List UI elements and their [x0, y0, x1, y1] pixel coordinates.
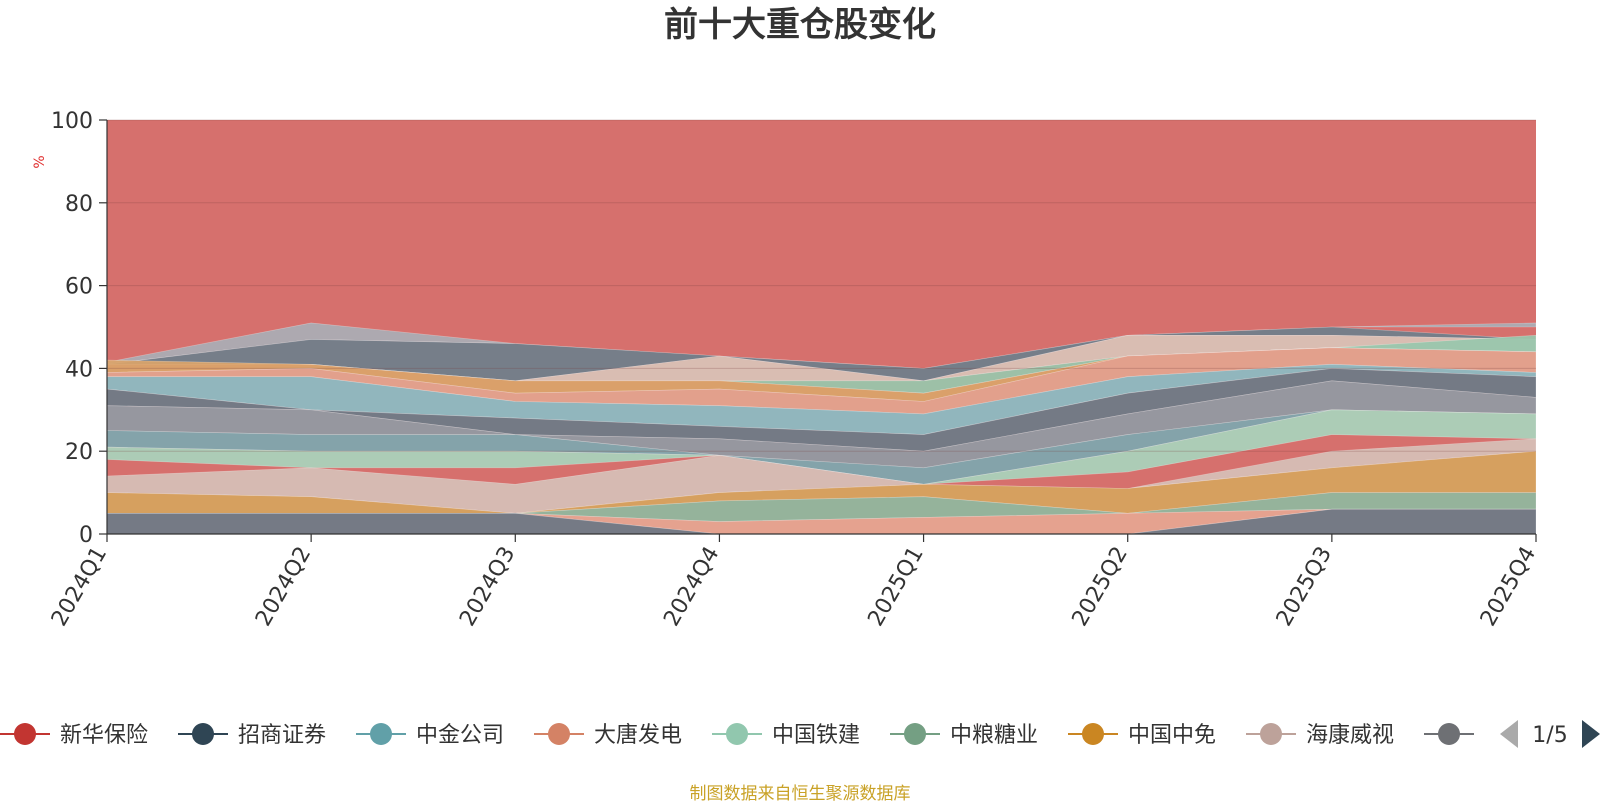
- legend-item[interactable]: 海康威视: [1246, 723, 1394, 748]
- y-tick-label: 80: [65, 192, 93, 217]
- area-series-group: [106, 322, 1537, 535]
- x-tick-label: 2025Q4: [1476, 543, 1541, 631]
- legend-label: 大唐发电: [594, 723, 682, 748]
- legend-item[interactable]: 大唐发电: [534, 723, 682, 748]
- legend-marker: [904, 723, 926, 745]
- legend-next-page-icon[interactable]: [1582, 720, 1600, 748]
- x-tick-label: 2025Q2: [1068, 543, 1133, 631]
- legend-label: 中国中免: [1128, 723, 1216, 748]
- chart-title: 前十大重仓股变化: [664, 5, 936, 45]
- x-tick-label: 2025Q1: [863, 543, 928, 631]
- legend-item[interactable]: 新华保险: [0, 723, 148, 748]
- y-tick-label: 60: [65, 275, 93, 300]
- x-tick-label: 2025Q3: [1272, 543, 1337, 631]
- legend-prev-page-icon[interactable]: [1500, 720, 1518, 748]
- legend-marker: [14, 723, 36, 745]
- legend-label: 中金公司: [416, 723, 504, 748]
- y-tick-label: 20: [65, 440, 93, 465]
- legend: 新华保险 招商证券 中金公司 大唐发电 中国铁建 中粮糖业 中国中免 海康威视 1/5: [0, 720, 1600, 748]
- legend-items: 新华保险 招商证券 中金公司 大唐发电 中国铁建 中粮糖业 中国中免 海康威视: [0, 723, 1474, 748]
- y-axis-unit-label: %: [32, 155, 48, 168]
- legend-page-indicator: 1/5: [1532, 723, 1567, 748]
- legend-marker: [726, 723, 748, 745]
- source-note: 制图数据来自恒生聚源数据库: [689, 784, 911, 804]
- y-tick-label: 0: [79, 523, 93, 548]
- x-tick-label: 2024Q1: [47, 543, 112, 631]
- gridlines: [107, 119, 1536, 452]
- legend-marker: [1438, 723, 1460, 745]
- legend-item[interactable]: 招商证券: [178, 723, 326, 748]
- legend-marker: [1082, 723, 1104, 745]
- legend-marker: [370, 723, 392, 745]
- legend-item[interactable]: 中国中免: [1068, 723, 1216, 748]
- legend-marker: [1260, 723, 1282, 745]
- legend-label: 新华保险: [60, 723, 148, 748]
- legend-item[interactable]: 中粮糖业: [890, 723, 1038, 748]
- x-tick-label: 2024Q2: [251, 543, 316, 631]
- legend-label: 中粮糖业: [950, 723, 1038, 748]
- legend-marker: [192, 723, 214, 745]
- y-tick-label: 100: [51, 109, 93, 134]
- legend-label: 中国铁建: [772, 723, 860, 748]
- legend-item[interactable]: 中金公司: [356, 723, 504, 748]
- y-tick-label: 40: [65, 357, 93, 382]
- legend-item[interactable]: [1424, 723, 1474, 745]
- legend-label: 招商证券: [238, 723, 326, 748]
- x-tick-label: 2024Q4: [659, 543, 724, 631]
- legend-item[interactable]: 中国铁建: [712, 723, 860, 748]
- legend-label: 海康威视: [1306, 723, 1394, 748]
- x-tick-label: 2024Q3: [455, 543, 520, 631]
- legend-marker: [548, 723, 570, 745]
